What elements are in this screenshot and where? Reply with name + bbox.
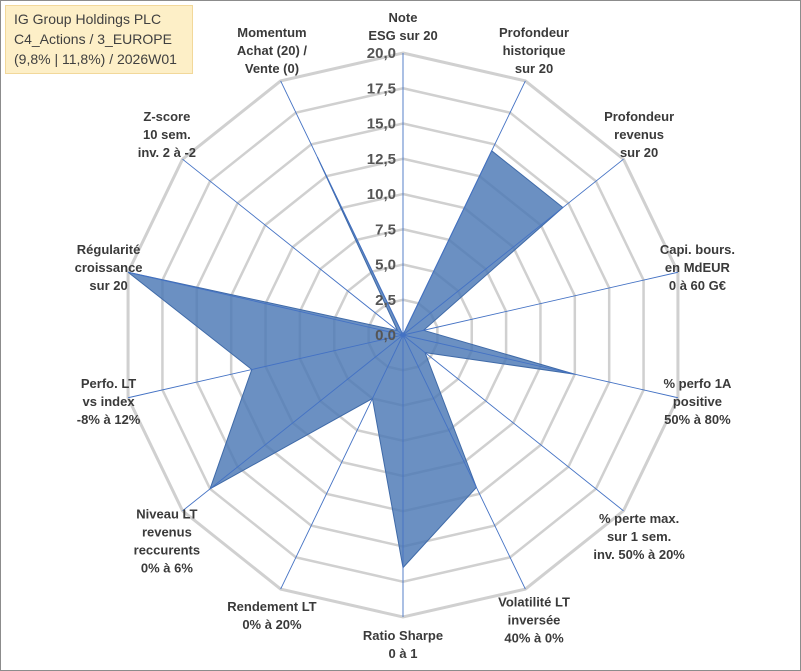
category-line: C4_Actions / 3_EUROPE xyxy=(14,31,172,47)
axis-label-line: sur 1 sem. xyxy=(607,529,671,544)
spoke-layer xyxy=(127,53,679,617)
axis-spoke xyxy=(402,334,624,512)
label-layer: Note ESG sur 20 Profondeur historique sur 20… xyxy=(75,10,735,661)
axis-label: Perfo. LT vs index -8% à 12% xyxy=(77,376,141,427)
axis-label-line: positive xyxy=(673,394,722,409)
axis-label-line: sur 20 xyxy=(89,278,127,293)
axis-label-line: Niveau LT xyxy=(136,506,197,521)
axis-spoke xyxy=(280,334,404,590)
axis-spoke xyxy=(402,158,624,336)
axis-label: Profondeur revenus sur 20 xyxy=(604,109,674,160)
radial-tick-label: 7,5 xyxy=(375,221,396,238)
axis-spoke xyxy=(280,80,404,336)
axis-label-line: sur 20 xyxy=(620,145,658,160)
axis-label-line: reccurents xyxy=(134,542,200,557)
axis-label-line: 0 à 1 xyxy=(389,646,418,661)
info-box: IG Group Holdings PLC C4_Actions / 3_EUR… xyxy=(5,5,193,74)
axis-label-line: -8% à 12% xyxy=(77,412,141,427)
tick-layer: 0,0 2,5 5,0 7,5 10,0 12,5 15,0 17,5 20,0 xyxy=(367,45,396,344)
axis-label: Volatilité LT inversée 40% à 0% xyxy=(498,595,570,646)
axis-spoke xyxy=(402,334,679,399)
axis-label: Ratio Sharpe 0 à 1 xyxy=(363,628,443,661)
axis-label: Régularité croissance sur 20 xyxy=(75,242,143,293)
radial-tick-label: 20,0 xyxy=(367,45,396,62)
axis-label-line: % perte max. xyxy=(599,511,679,526)
axis-label-line: Régularité xyxy=(77,242,141,257)
axis-spoke xyxy=(182,334,404,512)
axis-label-line: croissance xyxy=(75,260,143,275)
axis-label-line: historique xyxy=(503,43,566,58)
axis-label: Note ESG sur 20 xyxy=(368,10,437,43)
axis-label-line: ESG sur 20 xyxy=(368,28,437,43)
axis-label-line: revenus xyxy=(142,524,192,539)
axis-label-line: % perfo 1A xyxy=(663,376,732,391)
radial-tick-label: 12,5 xyxy=(367,151,396,168)
axis-label: Niveau LT revenus reccurents 0% à 6% xyxy=(134,506,200,575)
axis-label-line: Rendement LT xyxy=(227,599,316,614)
axis-label-line: 0% à 20% xyxy=(242,617,302,632)
axis-spoke xyxy=(127,334,404,399)
axis-label-line: sur 20 xyxy=(515,61,553,76)
axis-label-line: en MdEUR xyxy=(665,260,731,275)
axis-label-line: Profondeur xyxy=(499,25,569,40)
radial-tick-label: 17,5 xyxy=(367,80,396,97)
axis-label-line: 0 à 60 G€ xyxy=(669,278,726,293)
axis-label-line: 50% à 80% xyxy=(664,412,731,427)
radial-tick-label: 10,0 xyxy=(367,186,396,203)
axis-label: Momentum Achat (20) / Vente (0) xyxy=(237,25,307,76)
axis-label-line: Vente (0) xyxy=(245,61,299,76)
axis-label-line: inversée xyxy=(508,613,561,628)
axis-spoke xyxy=(402,80,526,336)
axis-label-line: Profondeur xyxy=(604,109,674,124)
axis-label: Profondeur historique sur 20 xyxy=(499,25,569,76)
performance-line: (9,8% | 11,8%) / 2026W01 xyxy=(14,51,177,67)
axis-spoke xyxy=(127,271,404,336)
axis-label-line: inv. 2 à -2 xyxy=(138,145,196,160)
axis-label-line: revenus xyxy=(614,127,664,142)
axis-label: % perte max. sur 1 sem. inv. 50% à 20% xyxy=(593,511,685,562)
axis-label-line: 0% à 6% xyxy=(141,560,193,575)
axis-label-line: vs index xyxy=(83,394,136,409)
radial-tick-label: 15,0 xyxy=(367,116,396,133)
axis-label: Capi. bours. en MdEUR 0 à 60 G€ xyxy=(660,242,735,293)
radial-tick-label: 2,5 xyxy=(375,292,396,309)
axis-label-line: 10 sem. xyxy=(143,127,191,142)
axis-label-line: Note xyxy=(389,10,418,25)
axis-label: Z-score 10 sem. inv. 2 à -2 xyxy=(138,109,196,160)
axis-label: Rendement LT 0% à 20% xyxy=(227,599,316,632)
axis-label-line: inv. 50% à 20% xyxy=(593,547,685,562)
axis-spoke xyxy=(402,334,526,590)
axis-spoke xyxy=(182,158,404,336)
axis-label-line: 40% à 0% xyxy=(504,631,564,646)
axis-spoke xyxy=(402,271,679,336)
axis-label-line: Achat (20) / xyxy=(237,43,307,58)
axis-label-line: Perfo. LT xyxy=(81,376,136,391)
axis-label-line: Ratio Sharpe xyxy=(363,628,443,643)
axis-label-line: Capi. bours. xyxy=(660,242,735,257)
radial-tick-label: 0,0 xyxy=(375,327,396,344)
axis-label: % perfo 1A positive 50% à 80% xyxy=(663,376,732,427)
axis-label-line: Z-score xyxy=(143,109,190,124)
axis-label-line: Volatilité LT xyxy=(498,595,570,610)
company-name: IG Group Holdings PLC xyxy=(14,11,162,27)
radial-tick-label: 5,0 xyxy=(375,257,396,274)
axis-label-line: Momentum xyxy=(237,25,306,40)
